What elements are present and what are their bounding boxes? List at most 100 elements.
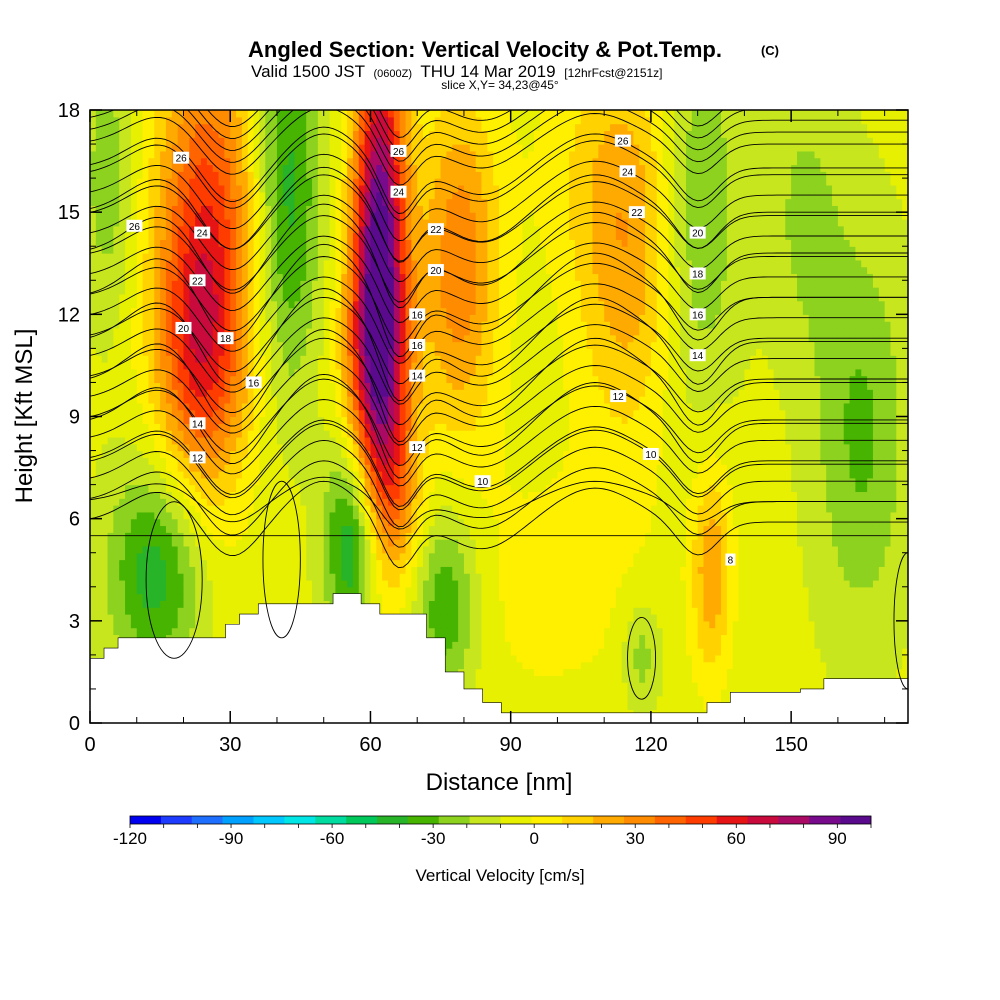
- heat-cell: [487, 552, 494, 561]
- heat-cell: [417, 539, 424, 547]
- heat-cell: [516, 545, 523, 554]
- heat-cell: [569, 484, 576, 493]
- heat-cell: [487, 491, 494, 499]
- heat-cell: [890, 484, 897, 493]
- heat-cell: [709, 654, 716, 663]
- heat-cell: [615, 511, 623, 520]
- heat-cell: [691, 566, 699, 574]
- heat-cell: [539, 586, 547, 595]
- heat-cell: [756, 525, 763, 533]
- heat-cell: [715, 620, 722, 629]
- heat-cell: [539, 614, 547, 622]
- heat-cell: [855, 648, 862, 656]
- heat-cell: [598, 545, 605, 554]
- heat-cell: [218, 620, 225, 629]
- heat-cell: [715, 566, 722, 574]
- heat-cell: [504, 620, 512, 629]
- heat-cell: [522, 682, 529, 690]
- heat-cell: [715, 491, 722, 499]
- heat-cell: [171, 573, 179, 581]
- heat-cell: [493, 586, 500, 595]
- heat-cell: [598, 682, 605, 690]
- heat-cell: [855, 593, 862, 601]
- heat-cell: [212, 552, 220, 561]
- heat-cell: [890, 600, 897, 608]
- heat-cell: [890, 634, 897, 642]
- heat-cell: [709, 627, 716, 636]
- heat-cell: [837, 614, 845, 622]
- heat-cell: [633, 579, 640, 588]
- heat-cell: [393, 579, 401, 588]
- heat-cell: [639, 654, 646, 663]
- heat-cell: [534, 566, 541, 574]
- heat-cell: [458, 518, 465, 527]
- heat-cell: [639, 539, 646, 547]
- heat-cell: [668, 675, 675, 683]
- heat-cell: [610, 539, 617, 547]
- heat-cell: [434, 552, 442, 561]
- heat-cell: [113, 491, 120, 499]
- heat-cell: [458, 648, 465, 656]
- heat-cell: [680, 539, 687, 547]
- heat-cell: [545, 607, 553, 615]
- heat-cell: [393, 498, 401, 506]
- heat-cell: [668, 511, 675, 520]
- heat-cell: [843, 511, 851, 520]
- heat-cell: [463, 634, 471, 642]
- heat-cell: [452, 634, 459, 642]
- heat-cell: [551, 518, 559, 527]
- heat-cell: [656, 579, 664, 588]
- heat-cell: [539, 668, 547, 676]
- heat-cell: [773, 511, 781, 520]
- heat-cell: [580, 579, 588, 588]
- heat-cell: [796, 682, 804, 690]
- heat-cell: [574, 654, 582, 663]
- heat-cell: [878, 552, 886, 561]
- heat-cell: [329, 579, 336, 588]
- heat-cell: [761, 607, 769, 615]
- heat-cell: [306, 593, 313, 601]
- heat-cell: [890, 505, 897, 513]
- heat-cell: [592, 600, 599, 608]
- heat-cell: [832, 573, 839, 581]
- heat-cell: [645, 511, 652, 520]
- heat-cell: [551, 627, 559, 636]
- heat-cell: [843, 654, 851, 663]
- heat-cell: [732, 573, 740, 581]
- heat-cell: [726, 661, 734, 670]
- heat-cell: [370, 545, 377, 554]
- heat-cell: [826, 484, 833, 493]
- heat-cell: [212, 518, 220, 527]
- heat-cell: [902, 661, 908, 670]
- heat-cell: [598, 668, 605, 676]
- heat-cell: [241, 579, 249, 588]
- heat-cell: [487, 566, 494, 574]
- heat-cell: [528, 505, 535, 513]
- heat-cell: [586, 648, 594, 656]
- heat-cell: [697, 491, 705, 499]
- heat-cell: [119, 505, 126, 513]
- heat-cell: [872, 600, 880, 608]
- heat-cell: [604, 614, 611, 622]
- heat-cell: [201, 579, 208, 588]
- heat-cell: [393, 566, 401, 574]
- heat-cell: [761, 654, 769, 663]
- heat-cell: [499, 491, 506, 499]
- heat-cell: [236, 511, 243, 520]
- heat-cell: [493, 498, 500, 506]
- heat-cell: [487, 627, 494, 636]
- heat-cell: [814, 634, 821, 642]
- heat-cell: [294, 525, 301, 533]
- heat-cell: [796, 573, 804, 581]
- heat-cell: [674, 648, 681, 656]
- heat-cell: [516, 654, 523, 663]
- heat-cell: [463, 525, 471, 533]
- heat-cell: [732, 614, 740, 622]
- heat-cell: [428, 579, 436, 588]
- heat-cell: [732, 682, 740, 690]
- heat-cell: [580, 559, 588, 567]
- heat-cell: [726, 545, 734, 554]
- heat-cell: [469, 614, 477, 622]
- heat-cell: [621, 586, 629, 595]
- heat-cell: [335, 552, 342, 561]
